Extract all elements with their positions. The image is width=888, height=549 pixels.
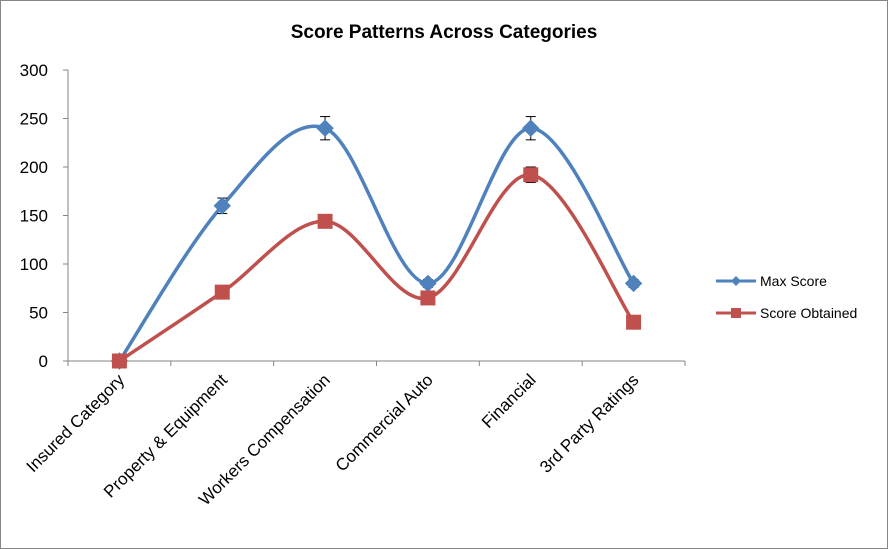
- series-score-obtained: [111, 166, 642, 369]
- data-point: [316, 119, 334, 137]
- data-point: [317, 213, 333, 229]
- legend-label: Score Obtained: [760, 305, 857, 321]
- data-point: [523, 167, 539, 183]
- data-point: [626, 314, 642, 330]
- y-tick-label: 300: [20, 61, 48, 80]
- legend: Max Score Score Obtained: [716, 273, 857, 321]
- legend-marker: [731, 308, 741, 318]
- axes: [67, 70, 685, 362]
- series-max-score: [110, 116, 643, 370]
- data-point: [111, 353, 127, 369]
- x-tick-label: 3rd Party Ratings: [536, 370, 642, 476]
- data-point: [522, 119, 540, 137]
- series-layer: [110, 116, 643, 370]
- data-point: [214, 284, 230, 300]
- data-point: [624, 274, 643, 293]
- y-tick-label: 200: [20, 158, 48, 177]
- data-point: [213, 197, 231, 215]
- data-point: [420, 290, 436, 306]
- legend-marker: [731, 276, 741, 286]
- y-tick-label: 0: [39, 352, 48, 371]
- legend-item: Score Obtained: [716, 305, 857, 321]
- data-point: [419, 274, 437, 293]
- x-tick-label: Financial: [478, 370, 540, 432]
- y-axis-ticks: 0 50 100 150 200 250 300: [20, 61, 68, 371]
- y-tick-label: 150: [20, 207, 48, 226]
- series-line: [118, 173, 636, 363]
- legend-item: Max Score: [716, 273, 827, 289]
- chart-title: Score Patterns Across Categories: [291, 22, 598, 43]
- x-tick-label: Insured Category: [23, 370, 129, 476]
- series-line: [117, 124, 636, 362]
- y-tick-label: 50: [29, 304, 48, 323]
- legend-label: Max Score: [760, 273, 827, 289]
- y-tick-label: 100: [20, 255, 48, 274]
- x-tick-label: Commercial Auto: [332, 370, 437, 475]
- y-tick-label: 250: [20, 110, 48, 129]
